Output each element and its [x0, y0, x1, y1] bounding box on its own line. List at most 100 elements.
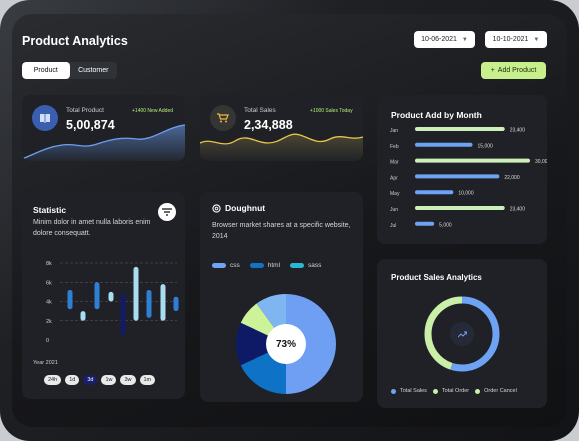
trend-icon: [450, 322, 474, 346]
chip-1d[interactable]: 1d: [65, 375, 80, 385]
total-sales-card: Total Sales 2,34,888 +1000 Sales Today: [200, 95, 363, 161]
filter-icon: [162, 208, 172, 216]
legend-order-cancel: Order Cancel: [475, 388, 517, 394]
sales-analytics-card: Product Sales Analytics Total Sales Tota…: [377, 259, 547, 408]
bar-value-label: 10,000: [458, 191, 474, 197]
month-bar: [415, 221, 435, 226]
month-bar: [415, 174, 500, 179]
range-bar: [133, 266, 139, 321]
y-tick-label: 2k: [46, 319, 52, 325]
bar-month-label: Feb: [390, 144, 399, 150]
doughnut-slice: [286, 294, 336, 394]
product-add-card: Product Add by Month Jan 23,400 Feb 15,000 M…: [377, 95, 547, 244]
caret-down-icon: ▼: [533, 36, 540, 43]
legend-total-sales: Total Sales: [391, 388, 427, 394]
page-title: Product Analytics: [22, 34, 128, 48]
bar-month-label: May: [390, 191, 400, 197]
range-bar: [173, 296, 179, 312]
y-tick-label: 4k: [46, 300, 52, 306]
date-from-picker[interactable]: 10-06-2021 ▼: [414, 31, 475, 48]
legend-total-order: Total Order: [432, 388, 470, 394]
total-sales-tag: +1000 Sales Today: [310, 108, 353, 114]
range-bar: [108, 291, 114, 302]
doughnut-chart: [236, 294, 336, 394]
doughnut-slice: [236, 322, 286, 366]
doughnut-title: Doughnut: [225, 203, 266, 213]
add-product-button[interactable]: + Add Product: [481, 62, 546, 79]
bar-month-label: Jul: [390, 223, 396, 229]
caret-down-icon: ▼: [461, 36, 468, 43]
year-label: Year 2021: [33, 360, 58, 366]
ring-segment: [424, 296, 500, 372]
chip-24h[interactable]: 24h: [44, 375, 62, 385]
range-bar: [146, 289, 152, 318]
chip-1w[interactable]: 1w: [101, 375, 117, 385]
bar-value-label: 30,000: [535, 159, 547, 165]
doughnut-header: Doughnut: [212, 203, 265, 213]
bar-value-label: 15,000: [478, 143, 494, 149]
doughnut-card: Doughnut Browser market shares at a spec…: [200, 192, 363, 402]
chip-3w[interactable]: 3w: [120, 375, 136, 385]
date-to-value: 10-10-2021: [492, 36, 529, 43]
month-bar: [415, 127, 505, 131]
legend-html-label: html: [267, 262, 281, 269]
total-product-value: 5,00,874: [66, 118, 115, 132]
filter-button[interactable]: [158, 203, 176, 221]
y-tick-label: 0: [46, 338, 49, 344]
statistic-desc: Minim dolor in amet nulla laboris enim d…: [33, 219, 151, 237]
sales-analytics-title: Product Sales Analytics: [391, 273, 482, 282]
doughnut-desc: Browser market shares at a specific webs…: [212, 222, 351, 240]
y-tick-label: 6k: [46, 280, 52, 286]
bar-month-label: Mar: [390, 160, 399, 166]
month-bar: [415, 206, 505, 210]
total-product-tag: +1400 New Added: [132, 108, 174, 114]
month-bar: [415, 158, 530, 163]
statistic-card: Statistic Minim dolor in amet nulla labo…: [22, 192, 185, 399]
bar-month-label: Jan: [390, 128, 398, 134]
range-bar: [120, 293, 126, 336]
bar-value-label: 5,000: [439, 222, 452, 228]
legend-css: css: [212, 262, 240, 269]
legend-total-sales-label: Total Sales: [400, 388, 427, 394]
total-sales-wave: [200, 133, 363, 161]
date-to-picker[interactable]: 10-10-2021 ▼: [485, 31, 547, 48]
total-sales-label: Total Sales: [244, 107, 276, 114]
statistic-title: Statistic: [33, 205, 67, 215]
sales-analytics-ring: [424, 296, 500, 372]
date-from-value: 10-06-2021: [421, 36, 457, 43]
legend-total-order-label: Total Order: [441, 388, 470, 394]
legend-sass: sass: [290, 262, 321, 269]
product-add-title: Product Add by Month: [391, 110, 482, 120]
doughnut-legend: css html sass: [212, 262, 321, 269]
bar-value-label: 23,400: [510, 207, 526, 213]
y-tick-label: 8k: [46, 261, 52, 267]
bar-month-label: Jun: [390, 207, 398, 213]
statistic-chart: 8k 6k 4k 2k 0: [46, 261, 179, 344]
time-range-chips: 24h 1d 3d 1w 3w 1m: [44, 375, 156, 385]
tab-customer[interactable]: Customer: [78, 67, 109, 74]
chip-1m[interactable]: 1m: [139, 375, 156, 385]
bar-value-label: 23,400: [510, 128, 526, 134]
range-bar: [67, 289, 73, 310]
plus-icon: +: [490, 67, 495, 74]
month-bar: [415, 142, 473, 147]
view-toggle: Product Customer: [22, 62, 117, 79]
tab-product[interactable]: Product: [22, 62, 70, 79]
doughnut-icon: [212, 203, 221, 213]
legend-sass-label: sass: [308, 262, 322, 269]
legend-html: html: [249, 262, 281, 269]
range-bar: [94, 282, 100, 310]
total-sales-value: 2,34,888: [244, 118, 293, 132]
legend-order-cancel-label: Order Cancel: [484, 388, 517, 394]
range-bar: [160, 284, 166, 321]
sales-analytics-legend: Total Sales Total Order Order Cancel: [391, 388, 517, 394]
doughnut-center-value: 73%: [266, 324, 306, 364]
add-product-label: Add Product: [497, 67, 537, 74]
total-product-wave: [22, 124, 185, 161]
month-bar: [415, 190, 454, 195]
chip-3d[interactable]: 3d: [83, 375, 98, 385]
bar-month-label: Apr: [390, 175, 398, 181]
total-product-label: Total Product: [66, 107, 104, 114]
dashboard-screen: Product Analytics 10-06-2021 ▼ 10-10-202…: [12, 14, 567, 427]
